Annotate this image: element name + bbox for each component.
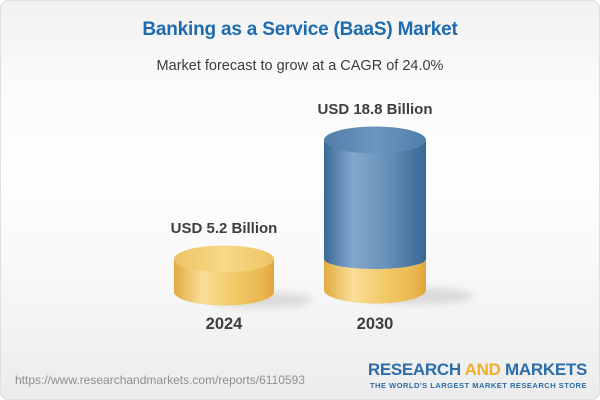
cylinder-bar-2024 — [174, 245, 313, 308]
logo-wordmark: RESEARCH AND MARKETS — [368, 361, 587, 378]
value-label-2030: USD 18.8 Billion — [317, 101, 433, 118]
cylinder-bar-2030 — [324, 126, 473, 305]
logo-word-research: RESEARCH — [367, 360, 461, 379]
cylinder-2030-blue-body — [324, 140, 426, 269]
cylinder-2030-top — [324, 126, 426, 154]
logo-word-and: AND — [464, 360, 501, 379]
logo-tagline: THE WORLD'S LARGEST MARKET RESEARCH STOR… — [369, 381, 587, 390]
value-label-2024: USD 5.2 Billion — [170, 220, 278, 237]
research-and-markets-logo: RESEARCH AND MARKETS THE WORLD'S LARGEST… — [368, 361, 587, 390]
logo-word-markets: MARKETS — [505, 360, 587, 379]
cylinder-2024-top — [174, 245, 274, 273]
category-label-2024: 2024 — [205, 315, 243, 333]
chart-title: Banking as a Service (BaaS) Market — [142, 19, 458, 40]
category-label-2030: 2030 — [356, 315, 394, 333]
cylinder-2030-yellow-base — [324, 259, 426, 304]
report-url: https://www.researchandmarkets.com/repor… — [15, 373, 305, 387]
chart-subtitle: Market forecast to grow at a CAGR of 24.… — [156, 58, 444, 74]
